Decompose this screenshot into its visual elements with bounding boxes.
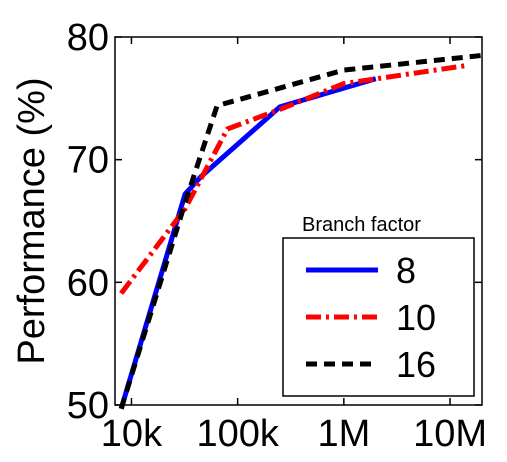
plot-area-frame: [114, 36, 483, 406]
legend-entries: 8 10 16: [306, 250, 436, 385]
series-layer: [118, 52, 483, 410]
y-tick-label: 60: [67, 262, 109, 304]
legend-box: [282, 237, 475, 397]
x-tick-label: 100k: [196, 413, 279, 455]
x-tick-label: 10k: [101, 413, 163, 455]
x-tick-label: 1M: [317, 413, 370, 455]
x-axis-ticks: 10k 100k 1M 10M: [101, 37, 487, 455]
legend: Branch factor 8 10 16: [282, 214, 475, 397]
y-tick-label: 70: [67, 140, 109, 182]
legend-label: 10: [396, 297, 436, 338]
y-axis-label: Performance (%): [11, 77, 53, 364]
y-axis-ticks: 50 60 70 80: [67, 17, 482, 427]
legend-label: 8: [396, 250, 416, 291]
series-line-10: [119, 62, 470, 295]
legend-title: Branch factor: [302, 214, 421, 236]
x-tick-label: 10M: [413, 413, 487, 455]
y-tick-label: 50: [67, 385, 109, 427]
y-tick-label: 80: [67, 17, 109, 59]
series-line-16: [118, 52, 483, 410]
legend-label: 16: [396, 344, 436, 385]
